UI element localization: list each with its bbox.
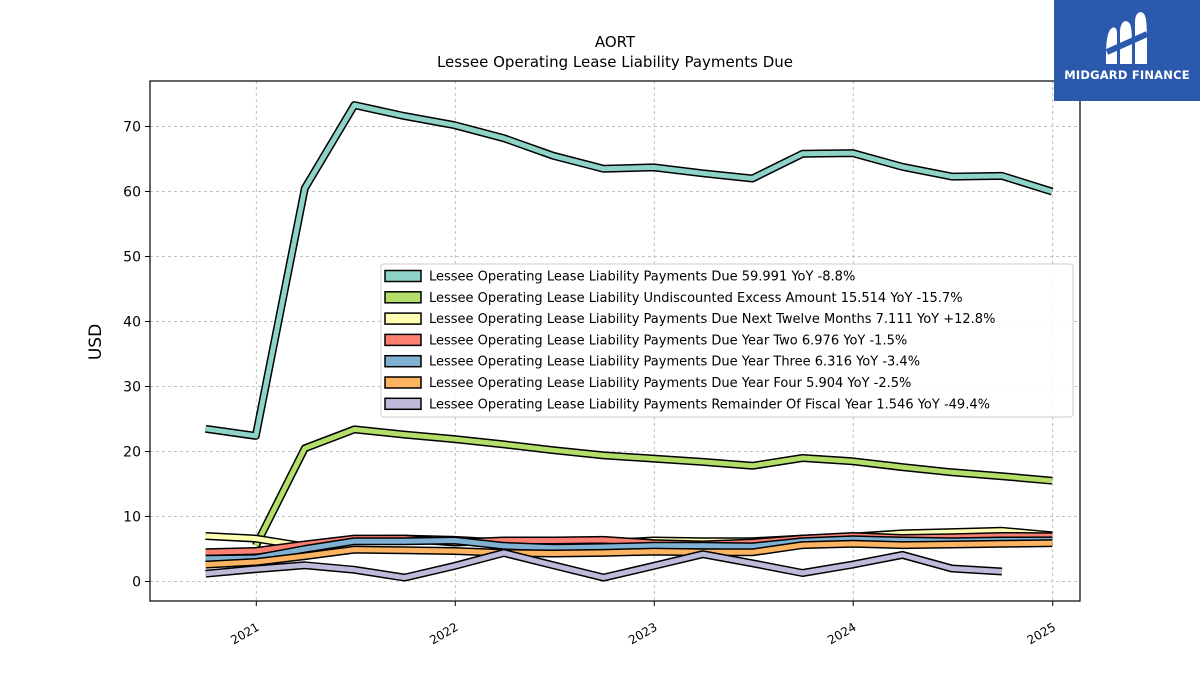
midgard-finance-logo-icon — [1105, 12, 1149, 65]
plot-frame — [149, 80, 1081, 602]
brand-logo: MIDGARD FINANCE — [1054, 0, 1200, 101]
legend-item: Lessee Operating Lease Liability Payment… — [384, 376, 911, 391]
legend-item: Lessee Operating Lease Liability Payment… — [384, 397, 990, 412]
x-tick-label: 2025 — [1025, 620, 1058, 647]
series-line — [205, 550, 1003, 581]
y-tick-label: 40 — [123, 315, 141, 331]
y-axis: 0 10 20 30 40 50 60 70 — [123, 120, 150, 591]
y-axis-label: USD — [86, 324, 106, 360]
series-2 — [252, 425, 1053, 548]
legend-swatch — [384, 291, 422, 304]
legend-label: Lessee Operating Lease Liability Payment… — [429, 333, 907, 348]
legend-label: Lessee Operating Lease Liability Payment… — [429, 270, 855, 285]
legend-item: Lessee Operating Lease Liability Payment… — [384, 333, 907, 348]
legend-swatch — [384, 312, 422, 325]
legend-item: Lessee Operating Lease Liability Payment… — [384, 269, 855, 285]
legend-label: Lessee Operating Lease Liability Payment… — [429, 376, 911, 391]
series-line — [205, 540, 1053, 568]
legend-label: Lessee Operating Lease Liability Payment… — [429, 355, 920, 370]
x-tick-label: 2023 — [626, 620, 659, 647]
series-line — [253, 426, 1053, 547]
series-line — [205, 102, 1053, 439]
y-tick-label: 60 — [123, 185, 141, 201]
series-layer — [205, 101, 1054, 582]
legend-label: Lessee Operating Lease Liability Payment… — [429, 312, 995, 327]
y-tick-label: 30 — [123, 380, 141, 396]
y-tick-label: 10 — [123, 510, 141, 526]
legend-label: Lessee Operating Lease Liability Payment… — [429, 397, 990, 412]
legend-swatch — [384, 333, 422, 347]
legend-label: Lessee Operating Lease Liability Undisco… — [429, 291, 963, 306]
legend-swatch — [384, 354, 422, 368]
brand-logo-text: MIDGARD FINANCE — [1064, 68, 1190, 82]
series-5 — [205, 535, 1053, 563]
legend-item: Lessee Operating Lease Liability Undisco… — [384, 291, 963, 306]
chart-title: AORT — [595, 33, 636, 51]
legend-swatch — [384, 269, 422, 283]
series-6 — [205, 539, 1053, 569]
legend-swatch — [384, 397, 422, 411]
series-7 — [205, 548, 1003, 582]
legend-swatch — [384, 376, 422, 389]
legend-box — [380, 263, 1074, 418]
y-tick-label: 0 — [132, 575, 141, 591]
x-tick-label: 2022 — [427, 620, 460, 647]
y-tick-label: 70 — [123, 120, 141, 136]
legend-item: Lessee Operating Lease Liability Payment… — [384, 312, 995, 327]
series-1 — [205, 101, 1054, 440]
y-tick-label: 50 — [123, 250, 141, 266]
x-tick-label: 2021 — [228, 620, 261, 647]
series-line-outline — [252, 425, 1053, 548]
x-tick-label: 2024 — [825, 620, 858, 647]
y-tick-label: 20 — [123, 445, 141, 461]
legend-item: Lessee Operating Lease Liability Payment… — [384, 354, 920, 370]
x-axis: 2021 2022 2023 2024 2025 — [228, 601, 1058, 647]
chart-subtitle: Lessee Operating Lease Liability Payment… — [437, 53, 793, 71]
series-line — [205, 536, 1053, 562]
legend: Lessee Operating Lease Liability Payment… — [380, 263, 1074, 418]
